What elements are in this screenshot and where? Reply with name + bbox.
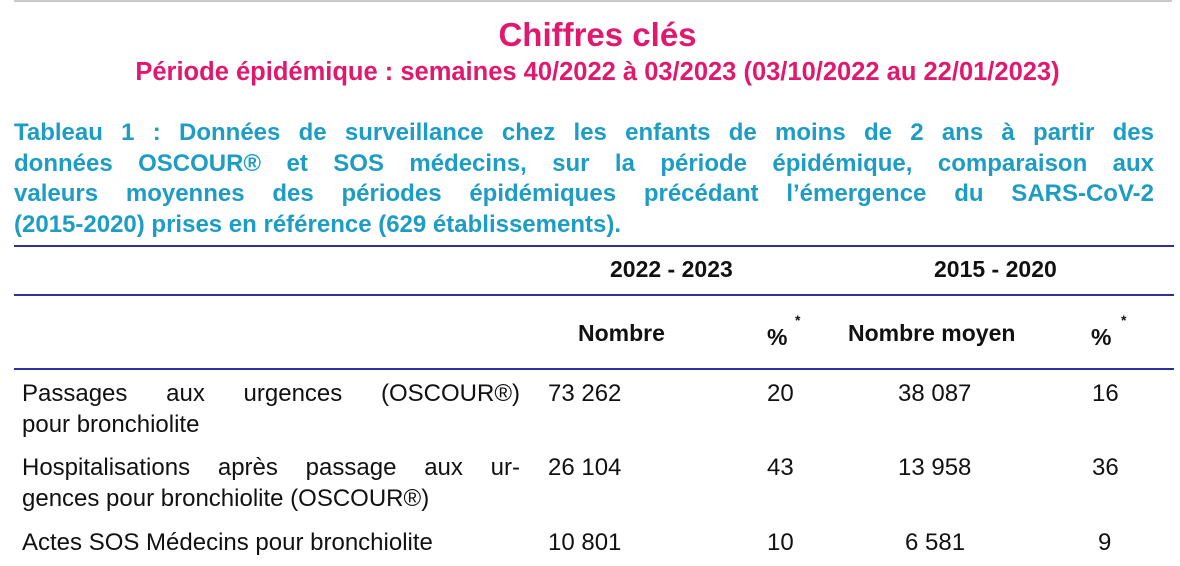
cell-percent-ref: 16 (1092, 380, 1119, 407)
page-title: Chiffres clés (498, 16, 697, 53)
table-top-rule (14, 245, 1174, 247)
caption-line: Tableau 1 : Données de surveillance chez… (14, 119, 1154, 146)
cell-percent: 20 (767, 380, 794, 407)
caption-line: valeurs moyennes des périodes épidémique… (14, 180, 1154, 207)
column-header-percent-ref: % (1091, 324, 1112, 350)
table-period-rule (14, 294, 1174, 296)
row-label: Actes SOS Médecins pour bronchiolite (22, 527, 520, 558)
table-caption: Tableau 1 : Données de surveillance chez… (14, 118, 1154, 240)
row-label-line: gences pour bronchiolite (OSCOUR®) (22, 485, 430, 512)
cell-nombre: 26 104 (548, 454, 622, 481)
period-header-reference: 2015 - 2020 (934, 256, 1057, 282)
row-label-line: Passages aux urgences (OSCOUR®) (22, 380, 520, 407)
column-header-nombre-moyen: Nombre moyen (848, 320, 1016, 346)
row-label-line: pour bronchiolite (22, 411, 200, 438)
cell-nombre: 10 801 (548, 529, 622, 556)
footnote-marker: * (1121, 312, 1127, 328)
cell-nombre-moyen: 13 958 (898, 454, 972, 481)
period-header-current: 2022 - 2023 (610, 256, 733, 282)
cell-percent: 43 (767, 454, 794, 481)
cell-nombre: 73 262 (548, 380, 622, 407)
page-subtitle: Période épidémique : semaines 40/2022 à … (135, 58, 1060, 86)
cell-percent: 10 (767, 529, 794, 556)
column-header-percent: % (767, 324, 788, 350)
row-label-line: Actes SOS Médecins pour bronchiolite (22, 529, 433, 556)
column-header-nombre: Nombre (578, 320, 665, 346)
caption-line: (2015-2020) prises en référence (629 éta… (14, 210, 621, 238)
top-divider (14, 0, 1172, 2)
row-label-line: Hospitalisations après passage aux ur- (22, 454, 520, 481)
caption-line: données OSCOUR® et SOS médecins, sur la … (14, 149, 1154, 177)
cell-nombre-moyen: 6 581 (905, 529, 966, 556)
cell-percent-ref: 36 (1092, 454, 1119, 481)
row-label: Passages aux urgences (OSCOUR®) pour bro… (22, 378, 520, 440)
table-header-rule (14, 368, 1174, 370)
row-label: Hospitalisations après passage aux ur- g… (22, 452, 520, 514)
cell-percent-ref: 9 (1098, 529, 1112, 556)
cell-nombre-moyen: 38 087 (898, 380, 972, 407)
footnote-marker: * (795, 312, 801, 328)
